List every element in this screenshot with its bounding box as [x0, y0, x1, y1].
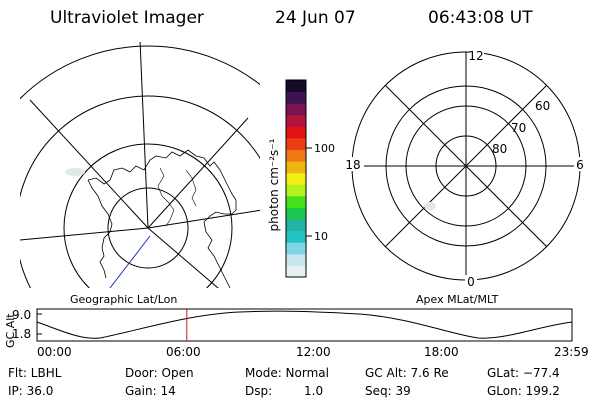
colorbar-band: [286, 80, 306, 93]
apex-auroral-patch: [424, 202, 436, 210]
status-dsp-value: 1.0: [304, 384, 324, 398]
colorbar-band: [286, 230, 306, 243]
time-label: 06:43:08 UT: [428, 8, 533, 28]
auroral-patch: [65, 168, 85, 176]
mlt-6-label: 6: [576, 158, 584, 172]
altitude-xtick-1: 06:00: [166, 345, 201, 359]
altitude-curve: [36, 310, 573, 339]
colorbar-band: [286, 137, 306, 151]
coastline: [87, 149, 237, 288]
status-glon: GLon: 199.2: [487, 384, 560, 398]
colorbar-band: [286, 172, 306, 185]
status-seq: Seq: 39: [365, 384, 411, 398]
colorbar-label-100: 100: [314, 142, 335, 155]
altitude-ytick-high: 9.0: [12, 308, 32, 322]
satellite-track: [109, 235, 151, 288]
status-mode: Mode: Normal: [245, 366, 329, 380]
colorbar-bands: [286, 80, 306, 278]
colorbar-band: [286, 184, 306, 197]
right-panel-caption: Apex MLat/MLT: [416, 293, 499, 306]
mlat-80-label: 80: [492, 142, 507, 156]
status-ip: IP: 36.0: [8, 384, 54, 398]
date-label: 24 Jun 07: [275, 8, 356, 28]
coastline-inner: [157, 167, 197, 227]
mlat-60-label: 60: [535, 99, 550, 113]
altitude-xtick-0: 00:00: [37, 345, 72, 359]
colorbar-band: [286, 114, 306, 127]
colorbar-band: [286, 149, 306, 162]
mlat-70-label: 70: [511, 121, 526, 135]
altitude-xtick-2: 12:00: [296, 345, 331, 359]
status-filter: Flt: LBHL: [8, 366, 62, 380]
colorbar-band: [286, 91, 306, 104]
colorbar-band: [286, 219, 306, 232]
apex-polar-plot: [351, 51, 581, 281]
colorbar-band: [286, 242, 306, 255]
altitude-plot-frame: [36, 308, 573, 342]
colorbar-label-10: 10: [314, 230, 328, 243]
colorbar-band: [286, 265, 306, 278]
geographic-map: [20, 42, 260, 288]
instrument-title: Ultraviolet Imager: [50, 8, 204, 28]
status-gain: Gain: 14: [125, 384, 176, 398]
mlt-12-label: 12: [468, 49, 483, 63]
left-panel-caption: Geographic Lat/Lon: [70, 293, 178, 306]
colorbar-band: [286, 103, 306, 116]
colorbar-band: [286, 126, 306, 139]
altitude-plot: [36, 308, 573, 342]
status-door: Door: Open: [125, 366, 194, 380]
colorbar-unit: photon cm⁻²s⁻¹: [267, 138, 281, 231]
colorbar-frame: [285, 79, 307, 278]
status-dsp-label: Dsp:: [245, 384, 273, 398]
mlt-0-label: 0: [467, 275, 475, 289]
altitude-xtick-4: 23:59: [554, 345, 589, 359]
colorbar: 100 10 photon cm⁻²s⁻¹: [267, 79, 335, 278]
colorbar-band: [286, 207, 306, 220]
mlt-18-label: 18: [345, 158, 360, 172]
altitude-ytick-low: 1.8: [12, 327, 32, 341]
lat-circles: [20, 45, 260, 288]
status-glat: GLat: −77.4: [487, 366, 560, 380]
colorbar-band: [286, 161, 306, 174]
colorbar-band: [286, 195, 306, 208]
colorbar-band: [286, 253, 306, 266]
altitude-xtick-3: 18:00: [424, 345, 459, 359]
status-gc-alt: GC Alt: 7.6 Re: [365, 366, 449, 380]
